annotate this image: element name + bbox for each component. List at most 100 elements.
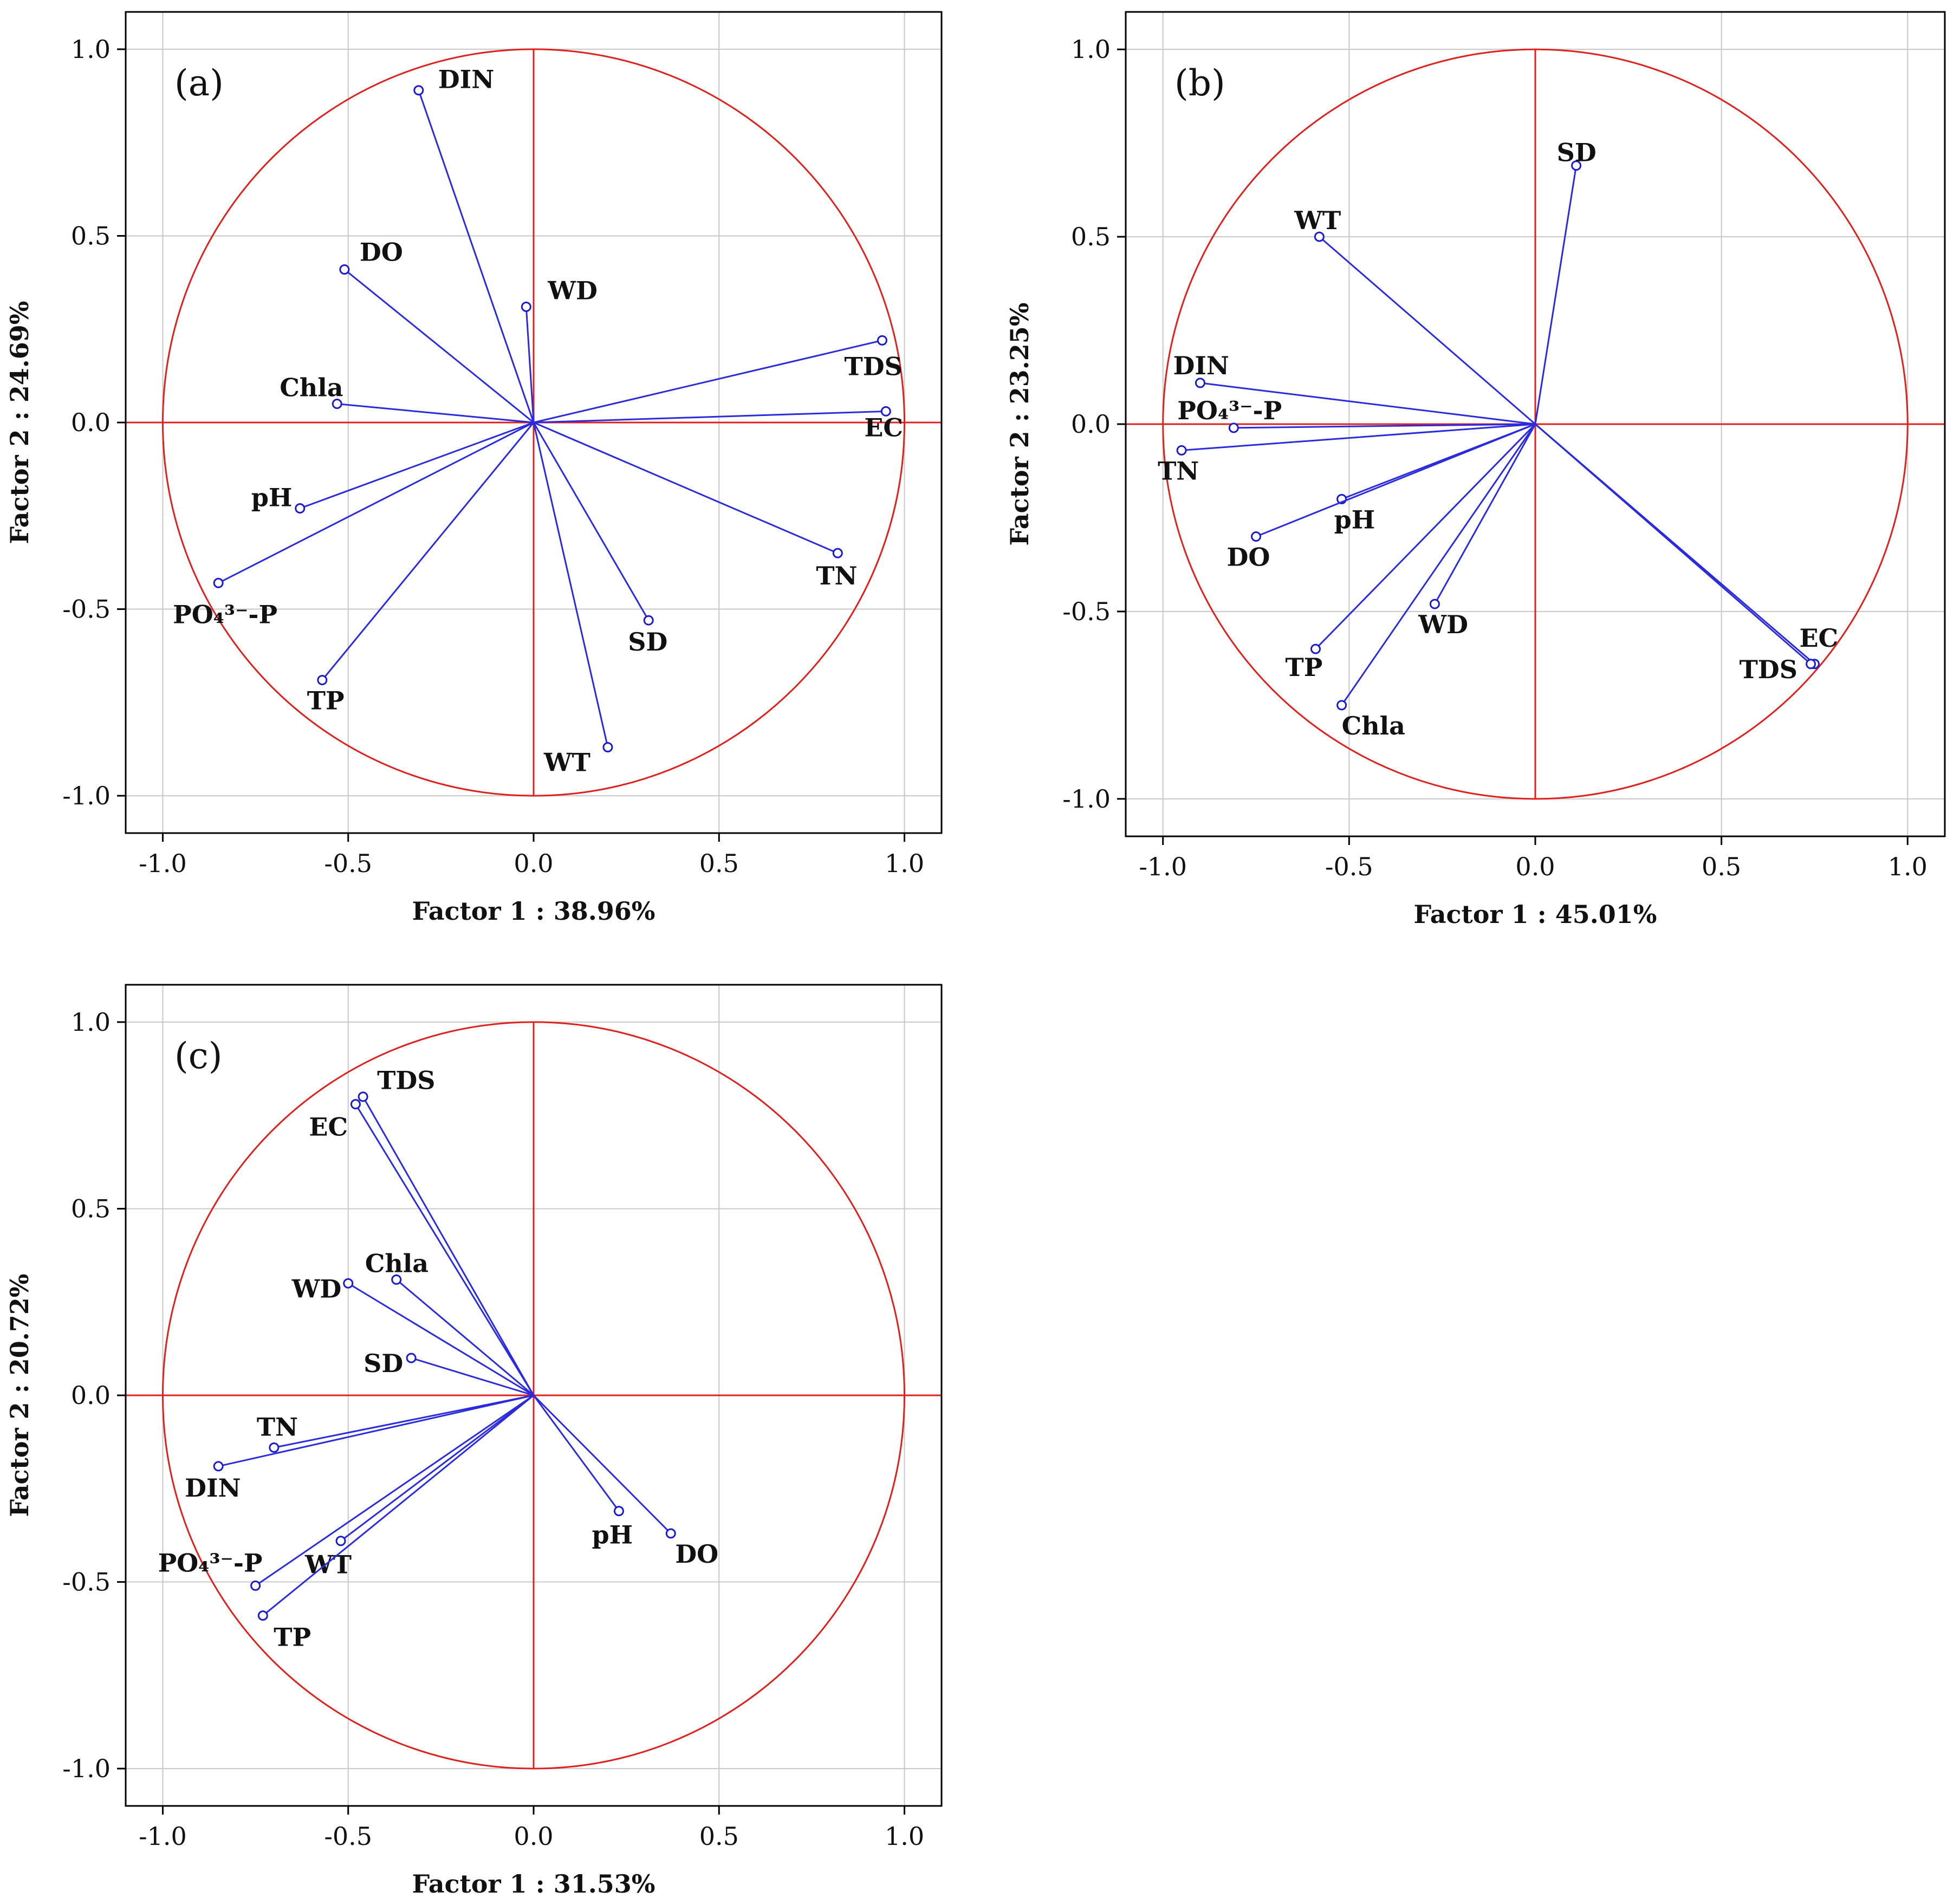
loading-point bbox=[295, 503, 306, 514]
y-axis-title: Factor 2 : 23.25% bbox=[1005, 303, 1034, 546]
variable-label: PO₄³⁻-P bbox=[1177, 396, 1282, 425]
variable-label: EC bbox=[1799, 623, 1838, 653]
loading-point bbox=[343, 1278, 354, 1289]
variable-label: PO₄³⁻-P bbox=[173, 600, 277, 629]
variable-label: DIN bbox=[185, 1473, 241, 1503]
variable-label: TDS bbox=[844, 352, 902, 381]
variable-label: TN bbox=[816, 561, 857, 590]
variable-label: TN bbox=[1158, 456, 1199, 485]
loading-vector bbox=[1535, 423, 1812, 665]
x-tick-label: 1.0 bbox=[1888, 852, 1927, 881]
loading-point bbox=[643, 615, 654, 626]
x-tick-label: 0.0 bbox=[514, 1822, 553, 1851]
y-tick-label: 1.0 bbox=[1071, 35, 1111, 64]
loading-vector bbox=[218, 1394, 534, 1467]
loading-vector bbox=[1319, 236, 1536, 425]
loading-vector bbox=[533, 422, 650, 621]
x-tick-label: 1.0 bbox=[885, 1822, 924, 1851]
y-tick-label: 0.0 bbox=[71, 1381, 111, 1410]
loading-vector bbox=[525, 307, 535, 423]
y-tick-label: 0.0 bbox=[1071, 410, 1111, 439]
x-tick-label: -0.5 bbox=[1325, 852, 1373, 881]
variable-label: DO bbox=[360, 237, 403, 266]
loading-point bbox=[358, 1091, 368, 1102]
pca-panel-b: -1.0 -0.5 0.0 0.5 1.0 -1.0 -0.5 0.0 0.5 1.0 Factor… bbox=[1005, 11, 1946, 929]
x-tick-label: -0.5 bbox=[324, 1822, 372, 1851]
y-tick-label: 1.0 bbox=[71, 35, 111, 64]
loading-vector bbox=[1341, 424, 1536, 706]
loading-vector bbox=[1315, 423, 1536, 650]
y-tick-label: 0.5 bbox=[1071, 222, 1111, 251]
loading-point bbox=[317, 674, 328, 685]
variable-label: Chla bbox=[280, 373, 343, 402]
variable-label: SD bbox=[628, 627, 667, 656]
loading-vector bbox=[1200, 382, 1536, 425]
x-tick-label: 0.5 bbox=[1702, 852, 1741, 881]
loading-vector bbox=[533, 1395, 620, 1512]
variable-label: WT bbox=[1294, 206, 1341, 235]
loading-point bbox=[406, 1353, 417, 1363]
variable-label: TDS bbox=[1740, 655, 1797, 684]
loading-point bbox=[602, 742, 613, 753]
variable-label: SD bbox=[1557, 138, 1596, 167]
loading-vector bbox=[1181, 423, 1536, 451]
loading-point bbox=[1310, 644, 1321, 654]
y-tick-label: -0.5 bbox=[62, 1568, 111, 1597]
loading-vector bbox=[533, 339, 882, 424]
y-tick-label: 0.5 bbox=[71, 221, 111, 250]
variable-label: TDS bbox=[377, 1066, 435, 1095]
loading-vector bbox=[533, 410, 886, 424]
loading-point bbox=[665, 1528, 676, 1539]
x-tick-label: -1.0 bbox=[139, 1822, 187, 1851]
panel-label: (b) bbox=[1174, 62, 1225, 104]
variable-label: Chla bbox=[365, 1249, 429, 1278]
loading-vector bbox=[1255, 423, 1536, 537]
y-tick-label: 0.0 bbox=[71, 408, 111, 437]
loading-point bbox=[1806, 659, 1816, 670]
loading-point bbox=[880, 406, 891, 417]
loading-vector bbox=[533, 422, 609, 748]
variable-label: DIN bbox=[438, 65, 494, 94]
x-tick-label: -1.0 bbox=[139, 849, 187, 878]
x-tick-label: 0.5 bbox=[699, 849, 739, 878]
variable-label: WT bbox=[543, 748, 590, 777]
loading-point bbox=[269, 1442, 280, 1453]
loading-point bbox=[1429, 599, 1440, 609]
y-tick-label: 1.0 bbox=[71, 1007, 111, 1037]
loading-point bbox=[257, 1610, 268, 1621]
variable-label: EC bbox=[864, 413, 903, 442]
loading-point bbox=[1176, 445, 1187, 456]
loading-vector bbox=[340, 1394, 534, 1542]
y-axis-title: Factor 2 : 20.72% bbox=[5, 1274, 34, 1517]
loading-point bbox=[213, 577, 224, 588]
x-tick-label: 0.0 bbox=[1515, 852, 1555, 881]
pca-panel-c: -1.0 -0.5 0.0 0.5 1.0 -1.0 -0.5 0.0 0.5 1.0 Factor… bbox=[5, 984, 943, 1898]
variable-label: WD bbox=[291, 1274, 342, 1303]
loading-vector bbox=[1434, 424, 1536, 604]
variable-label: PO₄³⁻-P bbox=[158, 1548, 263, 1577]
variable-label: DIN bbox=[1173, 351, 1229, 380]
y-axis-title: Factor 2 : 24.69% bbox=[5, 301, 34, 544]
variable-label: WD bbox=[547, 276, 598, 305]
loading-vector bbox=[355, 1103, 535, 1396]
variable-label: TP bbox=[307, 686, 345, 715]
loading-point bbox=[1314, 231, 1325, 242]
loading-point bbox=[391, 1274, 402, 1285]
y-tick-label: -1.0 bbox=[62, 781, 111, 810]
variable-label: TP bbox=[274, 1623, 311, 1652]
x-tick-label: 0.0 bbox=[514, 849, 553, 878]
loading-point bbox=[332, 399, 342, 410]
x-tick-label: 1.0 bbox=[885, 849, 924, 878]
variable-label: DO bbox=[675, 1539, 718, 1569]
loading-point bbox=[613, 1506, 624, 1517]
variable-label: EC bbox=[309, 1113, 348, 1142]
loading-vector bbox=[533, 1394, 672, 1535]
y-tick-label: 0.5 bbox=[71, 1194, 111, 1223]
x-axis-title: Factor 1 : 45.01% bbox=[1414, 900, 1657, 929]
variable-label: WD bbox=[1418, 610, 1468, 639]
x-tick-label: -0.5 bbox=[324, 849, 372, 878]
loading-point bbox=[413, 85, 424, 96]
x-tick-label: -1.0 bbox=[1139, 852, 1187, 881]
y-tick-label: -1.0 bbox=[62, 1754, 111, 1783]
